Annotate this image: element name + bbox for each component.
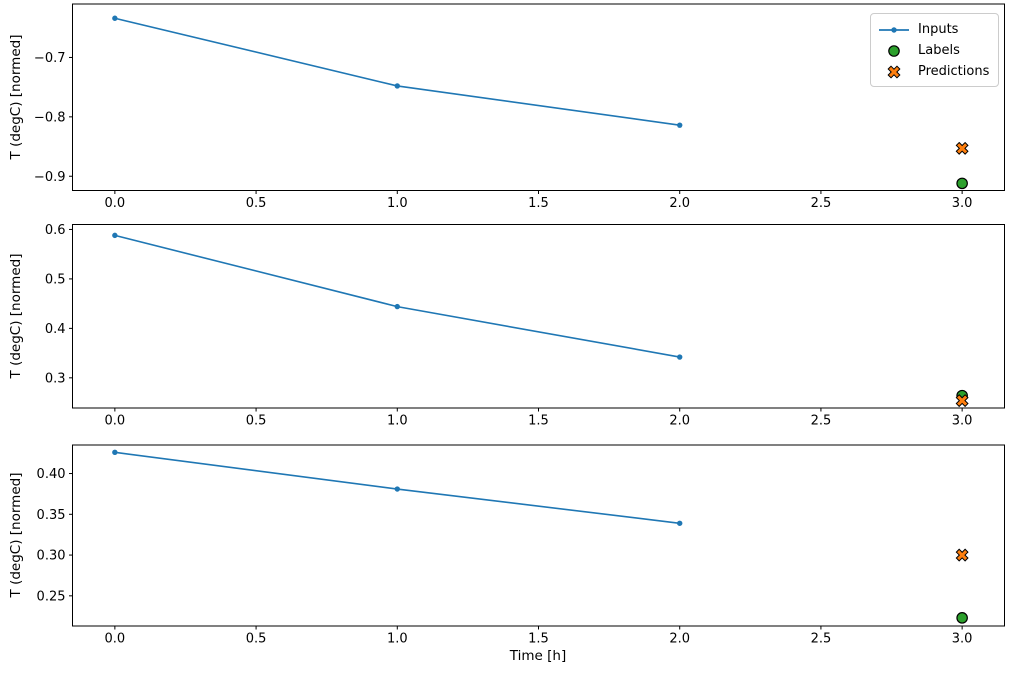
axes-frame [72,3,1005,191]
x-tick-label: 1.0 [387,414,408,429]
legend: Inputs Labels Predictions [870,13,999,87]
predictions-marker [955,394,969,408]
y-tick-label: −0.8 [34,110,66,125]
x-tick-label: 0.5 [246,632,267,647]
subplot-2: 0.0 0.5 1.0 1.5 2.0 2.5 3.0 0.3 0.4 0.5 0.6 [45,223,1005,429]
y-tick-label: 0.35 [37,508,66,523]
y-tick-label: 0.3 [45,371,66,386]
legend-row-predictions: Predictions [878,61,991,82]
y-axis-label-bottom: T (degC) [normed] [8,472,24,598]
x-tick-label: 0.5 [246,196,267,211]
predictions-x-icon [878,64,910,80]
subplot-3: 0.0 0.5 1.0 1.5 2.0 2.5 3.0 0.25 0.30 0.35 0.40 [37,444,1005,647]
x-tick-label: 0.0 [105,196,126,211]
y-axis-label-top: T (degC) [normed] [8,34,24,160]
inputs-point [112,232,118,239]
labels-marker [956,177,968,190]
x-tick-label: 1.5 [528,632,549,647]
predictions-marker [955,141,969,155]
labels-marker [956,612,968,624]
inputs-line [114,234,680,358]
subplot-1: 0.0 0.5 1.0 1.5 2.0 2.5 3.0 −0.9 −0.8 −0.7 [34,3,1005,211]
y-tick-label: 0.30 [37,549,66,564]
predictions-marker [955,548,969,562]
axes-frame [72,224,1005,409]
y-tick-label: 0.5 [45,272,66,287]
x-tick-label: 2.5 [811,632,832,647]
inputs-point [677,520,683,526]
legend-row-labels: Labels [878,40,991,61]
axes-frame [72,444,1005,627]
x-tick-label: 2.0 [669,414,690,429]
y-tick-label: −0.9 [34,170,66,185]
inputs-point [112,449,118,456]
legend-label-inputs: Inputs [918,22,959,37]
inputs-point [394,303,400,310]
legend-label-predictions: Predictions [918,64,990,79]
x-tick-label: 3.0 [952,632,973,647]
y-tick-label: −0.7 [34,51,66,66]
inputs-line [114,17,680,126]
x-tick-label: 1.5 [528,414,549,429]
y-tick-label: 0.25 [37,589,66,604]
y-axis-label-middle: T (degC) [normed] [8,253,24,379]
x-tick-label: 3.0 [952,196,973,211]
inputs-point [112,15,118,21]
y-tick-label: 0.4 [45,322,66,337]
x-tick-label: 2.5 [811,414,832,429]
inputs-point [394,486,400,492]
x-tick-label: 0.0 [105,632,126,647]
legend-row-inputs: Inputs [878,19,991,40]
x-axis-label: Time [h] [509,648,567,664]
inputs-point [677,122,683,128]
x-tick-label: 1.5 [528,196,549,211]
x-tick-label: 1.0 [387,632,408,647]
labels-circle-icon-svg [888,44,900,57]
x-tick-label: 2.5 [811,196,832,211]
predictions-x-icon-svg [887,64,901,79]
x-tick-label: 1.0 [387,196,408,211]
labels-circle-icon [878,43,910,59]
x-tick-label: 0.5 [246,414,267,429]
x-tick-label: 0.0 [105,414,126,429]
y-tick-label: 0.40 [37,467,66,482]
x-tick-label: 2.0 [669,632,690,647]
x-tick-label: 3.0 [952,414,973,429]
inputs-line-icon [878,22,910,38]
inputs-point [677,354,683,360]
inputs-point [394,83,400,89]
legend-label-labels: Labels [918,43,960,58]
x-tick-label: 2.0 [669,196,690,211]
inputs-line-icon-svg [879,26,909,33]
y-tick-label: 0.6 [45,223,66,238]
